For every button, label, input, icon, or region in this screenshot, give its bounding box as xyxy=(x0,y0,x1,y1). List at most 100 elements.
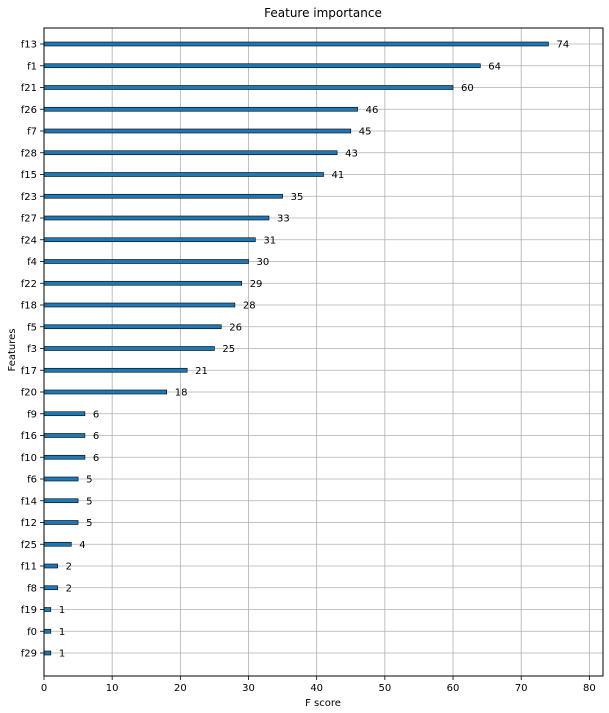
bar xyxy=(43,41,549,47)
y-tick-label: f23 xyxy=(21,192,37,203)
y-axis-ticks: f13 f1 f21 f26 f7 f28 f15 f23 f27 f24 f4 f22 f18 f5 f3… xyxy=(21,40,44,660)
bar xyxy=(43,650,52,656)
bar xyxy=(43,128,352,134)
bar xyxy=(43,259,249,264)
chart-title: Feature importance xyxy=(264,6,382,20)
bar xyxy=(43,628,52,634)
y-tick-label: f27 xyxy=(21,214,37,225)
x-tick-label: 50 xyxy=(378,683,391,694)
data-label: 26 xyxy=(229,322,242,333)
x-axis-title: F score xyxy=(305,698,341,709)
y-tick-label: f13 xyxy=(21,40,37,51)
y-tick-label: f20 xyxy=(21,388,37,399)
x-tick-label: 80 xyxy=(583,683,596,694)
data-label: 6 xyxy=(93,409,99,420)
bar xyxy=(43,172,324,177)
x-tick-label: 30 xyxy=(242,683,255,694)
x-tick-label: 70 xyxy=(515,683,528,694)
y-tick-label: f9 xyxy=(27,409,37,420)
data-label: 64 xyxy=(488,61,501,72)
bar xyxy=(43,215,270,221)
bar xyxy=(43,367,188,373)
plot-frame xyxy=(43,27,604,677)
bar xyxy=(43,563,58,569)
bar xyxy=(43,498,79,504)
data-label: 46 xyxy=(366,105,379,116)
data-label: 43 xyxy=(345,148,358,159)
y-tick-label: f8 xyxy=(27,583,37,594)
y-tick-label: f22 xyxy=(21,279,37,290)
data-label: 5 xyxy=(86,475,92,486)
y-tick-label: f1 xyxy=(27,61,37,72)
data-label: 2 xyxy=(66,583,72,594)
data-label: 6 xyxy=(93,453,99,464)
data-label: 2 xyxy=(66,562,72,573)
y-tick-label: f21 xyxy=(21,83,37,94)
data-label: 35 xyxy=(291,192,304,203)
data-label: 18 xyxy=(175,388,188,399)
y-tick-label: f3 xyxy=(27,344,37,355)
data-label: 6 xyxy=(93,431,99,442)
bar xyxy=(43,63,481,69)
data-label: 1 xyxy=(59,605,65,616)
bar xyxy=(43,324,222,330)
bar xyxy=(43,346,215,351)
bar xyxy=(43,237,256,243)
x-tick-label: 0 xyxy=(41,683,47,694)
data-label: 28 xyxy=(243,301,256,312)
data-label: 33 xyxy=(277,214,290,225)
data-label: 31 xyxy=(263,235,276,246)
data-label: 25 xyxy=(222,344,235,355)
data-label: 45 xyxy=(359,127,372,138)
bars xyxy=(43,41,549,656)
data-label: 5 xyxy=(86,496,92,507)
y-tick-label: f7 xyxy=(27,127,37,138)
y-tick-label: f15 xyxy=(21,170,37,181)
bar xyxy=(43,454,86,460)
data-label: 21 xyxy=(195,366,208,377)
grid xyxy=(43,28,603,676)
y-axis-title: Features xyxy=(7,329,18,372)
y-tick-label: f19 xyxy=(21,605,37,616)
data-label: 4 xyxy=(79,540,85,551)
bar xyxy=(43,106,358,112)
data-label: 41 xyxy=(332,170,345,181)
y-tick-label: f10 xyxy=(21,453,37,464)
bar xyxy=(43,607,52,612)
data-label: 30 xyxy=(257,257,270,268)
bar xyxy=(43,280,242,286)
data-label: 74 xyxy=(556,40,569,51)
y-tick-label: f12 xyxy=(21,518,37,529)
bar xyxy=(43,85,454,90)
x-tick-label: 40 xyxy=(310,683,323,694)
x-tick-label: 60 xyxy=(447,683,460,694)
x-axis-ticks: 0 10 20 30 40 50 60 70 80 xyxy=(41,676,596,694)
bar xyxy=(43,520,79,525)
data-label: 1 xyxy=(59,649,65,660)
bar xyxy=(43,433,86,438)
bar xyxy=(43,585,58,591)
bar xyxy=(43,150,338,156)
y-tick-label: f4 xyxy=(27,257,37,268)
x-tick-label: 10 xyxy=(106,683,119,694)
y-tick-label: f5 xyxy=(27,322,37,333)
bar xyxy=(43,411,86,417)
bar xyxy=(43,193,283,199)
y-tick-label: f24 xyxy=(21,235,37,246)
bar xyxy=(43,541,72,547)
data-labels: 7464604645434135333130292826252118666555… xyxy=(59,40,569,660)
bar xyxy=(43,389,168,395)
y-tick-label: f11 xyxy=(21,562,37,573)
y-tick-label: f29 xyxy=(21,649,37,660)
y-tick-label: f28 xyxy=(21,148,37,159)
data-label: 60 xyxy=(461,83,474,94)
y-tick-label: f6 xyxy=(27,475,37,486)
y-tick-label: f16 xyxy=(21,431,37,442)
data-label: 1 xyxy=(59,627,65,638)
y-tick-label: f26 xyxy=(21,105,37,116)
y-tick-label: f14 xyxy=(21,496,37,507)
x-tick-label: 20 xyxy=(174,683,187,694)
bar xyxy=(43,302,236,308)
data-label: 29 xyxy=(250,279,263,290)
